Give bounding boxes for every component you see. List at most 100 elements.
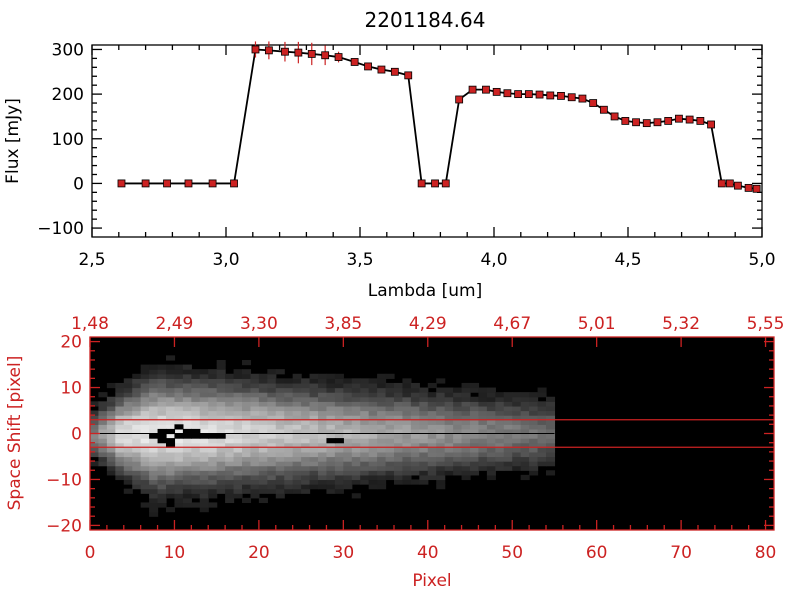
image-cell: [318, 438, 328, 444]
image-cell: [495, 461, 505, 467]
image-cell: [436, 387, 446, 393]
image-cell: [250, 484, 260, 490]
image-cell: [284, 378, 294, 384]
image-cell: [250, 461, 260, 467]
image-cell: [419, 419, 429, 425]
image-cell: [90, 438, 100, 444]
image-cell: [242, 359, 252, 366]
image-cell: [123, 401, 133, 407]
image-cell: [182, 451, 192, 458]
image-cell: [191, 424, 201, 430]
image-cell: [368, 479, 378, 485]
image-cell: [334, 387, 344, 393]
image-cell: [149, 392, 159, 398]
image-cell: [90, 410, 100, 416]
image-cell: [208, 410, 218, 416]
image-cell: [495, 456, 505, 462]
image-cell: [123, 451, 133, 458]
image-cell: [537, 461, 547, 467]
image-cell: [326, 456, 336, 462]
image-cell: [486, 442, 496, 448]
image-cell: [419, 401, 429, 407]
image-cell: [453, 438, 463, 444]
image-cell: [242, 447, 252, 453]
image-cell: [225, 479, 235, 485]
image-cell: [208, 396, 218, 402]
image-cell: [191, 451, 201, 458]
image-cell: [394, 392, 404, 398]
x-tick-label: 4,0: [480, 250, 507, 270]
image-cell: [157, 364, 167, 370]
image-cell: [436, 424, 446, 430]
image-cell: [199, 484, 209, 490]
image-cell: [132, 470, 142, 476]
image-cell: [140, 415, 150, 421]
image-cell: [529, 456, 539, 462]
image-cell: [512, 401, 522, 407]
image-cell: [394, 424, 404, 430]
image-cell: [410, 438, 420, 444]
image-cell: [318, 410, 328, 416]
image-cell: [453, 387, 463, 393]
data-point: [642, 119, 651, 128]
image-cell: [453, 470, 463, 476]
x-tick-label: 4,5: [614, 250, 641, 270]
image-cell: [326, 488, 336, 494]
image-cell: [157, 502, 167, 508]
image-cell: [478, 451, 488, 458]
image-cell: [368, 419, 378, 425]
image-cell: [199, 461, 209, 467]
image-cell: [461, 433, 471, 439]
image-cell: [216, 364, 226, 370]
image-cell: [123, 438, 133, 444]
top-axis-tick-label: 4,67: [493, 314, 531, 334]
image-cell: [309, 474, 319, 481]
image-cell: [318, 419, 328, 425]
image-cell: [360, 428, 370, 435]
image-cell: [334, 484, 344, 490]
image-cell: [495, 451, 505, 458]
x-tick-label: 3,0: [212, 250, 239, 270]
image-cell: [157, 410, 167, 416]
image-cell: [427, 474, 437, 481]
data-point: [404, 71, 413, 80]
image-cell: [512, 465, 522, 471]
image-cell: [250, 465, 260, 471]
image-cell: [123, 419, 133, 425]
image-cell: [343, 415, 353, 421]
image-cell: [182, 401, 192, 407]
image-cell: [318, 382, 328, 389]
image-cell: [98, 428, 108, 435]
image-cell: [267, 451, 277, 458]
image-cell: [410, 396, 420, 402]
image-cell: [216, 447, 226, 453]
image-cell: [351, 442, 361, 448]
image-cell: [334, 405, 344, 412]
image-cell: [368, 470, 378, 476]
image-cell: [191, 387, 201, 393]
image-cell: [250, 470, 260, 476]
image-cell: [208, 424, 218, 430]
image-cell: [334, 428, 344, 435]
image-cell: [216, 484, 226, 490]
image-cell: [157, 497, 167, 504]
image-cell: [250, 428, 260, 435]
image-cell: [402, 396, 412, 402]
image-cell: [360, 378, 370, 384]
image-cell: [470, 419, 480, 425]
image-cell: [503, 438, 513, 444]
image-cell: [512, 451, 522, 458]
image-cell: [166, 424, 176, 430]
image-cell: [157, 451, 167, 458]
image-cell: [512, 447, 522, 453]
image-cell: [157, 373, 167, 379]
image-cell: [326, 419, 336, 425]
image-cell: [486, 461, 496, 467]
image-cell: [318, 470, 328, 476]
image-cell: [436, 465, 446, 471]
image-cell: [157, 387, 167, 393]
image-cell: [351, 405, 361, 412]
image-cell: [470, 401, 480, 407]
image-cell: [149, 497, 159, 504]
image-cell: [242, 442, 252, 448]
